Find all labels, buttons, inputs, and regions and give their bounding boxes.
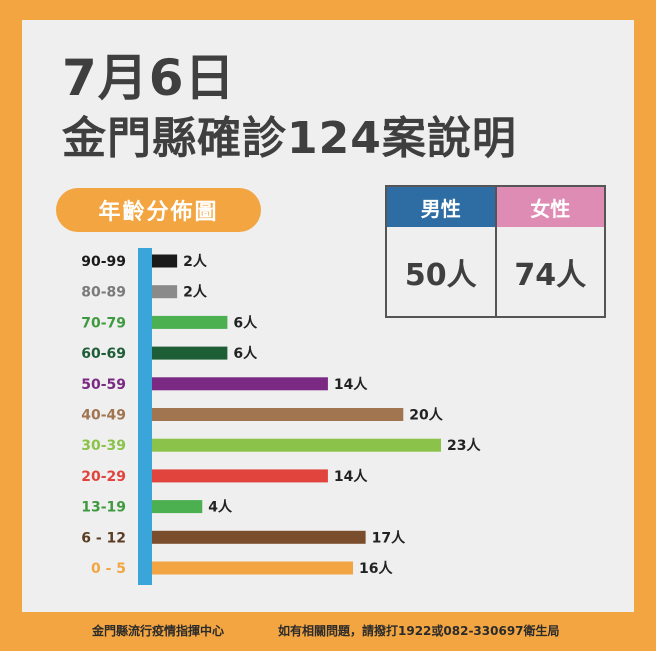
male-count: 50人 (404, 257, 477, 293)
category-label: 20-29 (81, 469, 126, 485)
value-label: 6人 (233, 345, 258, 362)
value-label: 2人 (183, 284, 208, 301)
category-label: 90-99 (81, 254, 126, 270)
category-label: 40-49 (81, 408, 126, 424)
category-label: 30-39 (81, 438, 126, 454)
bar (152, 315, 228, 329)
footer-right: 如有相關問題，請撥打1922或082-330697衛生局 (278, 624, 560, 638)
bar (152, 285, 178, 299)
value-label: 4人 (208, 499, 233, 516)
bar (152, 500, 203, 514)
bar (152, 346, 228, 360)
value-label: 2人 (183, 253, 208, 270)
value-label: 23人 (447, 437, 481, 454)
footer-left: 金門縣流行疫情指揮中心 (92, 624, 225, 638)
value-label: 14人 (334, 468, 368, 485)
bar (152, 561, 354, 575)
bar (152, 530, 366, 544)
gender-male-column: 男性 50人 (387, 187, 495, 316)
gender-female-column: 女性 74人 (494, 187, 604, 316)
bar (152, 438, 441, 452)
gender-table: 男性 50人 女性 74人 (385, 185, 606, 318)
bar (152, 377, 328, 391)
bar (152, 408, 404, 421)
female-header: 女性 (496, 187, 604, 227)
value-label: 16人 (359, 560, 393, 577)
category-label: 50-59 (81, 377, 126, 393)
female-count: 74人 (514, 257, 587, 293)
bar (152, 254, 178, 268)
title-date: 7月6日 (62, 49, 236, 107)
category-label: 13-19 (81, 500, 126, 516)
bar (152, 469, 328, 483)
value-label: 14人 (334, 376, 368, 393)
title-main: 金門縣確診124案說明 (62, 113, 517, 164)
category-label: 6 - 12 (81, 530, 126, 546)
value-label: 20人 (409, 407, 443, 424)
chart-axis (138, 248, 152, 585)
value-label: 6人 (233, 314, 258, 331)
category-label: 80-89 (81, 285, 126, 301)
category-label: 60-69 (81, 346, 126, 362)
category-label: 70-79 (81, 315, 126, 331)
category-label: 0 - 5 (91, 561, 126, 577)
section-label-pill: 年齡分佈圖 (56, 188, 261, 232)
value-label: 17人 (372, 529, 406, 546)
male-header: 男性 (387, 187, 495, 227)
